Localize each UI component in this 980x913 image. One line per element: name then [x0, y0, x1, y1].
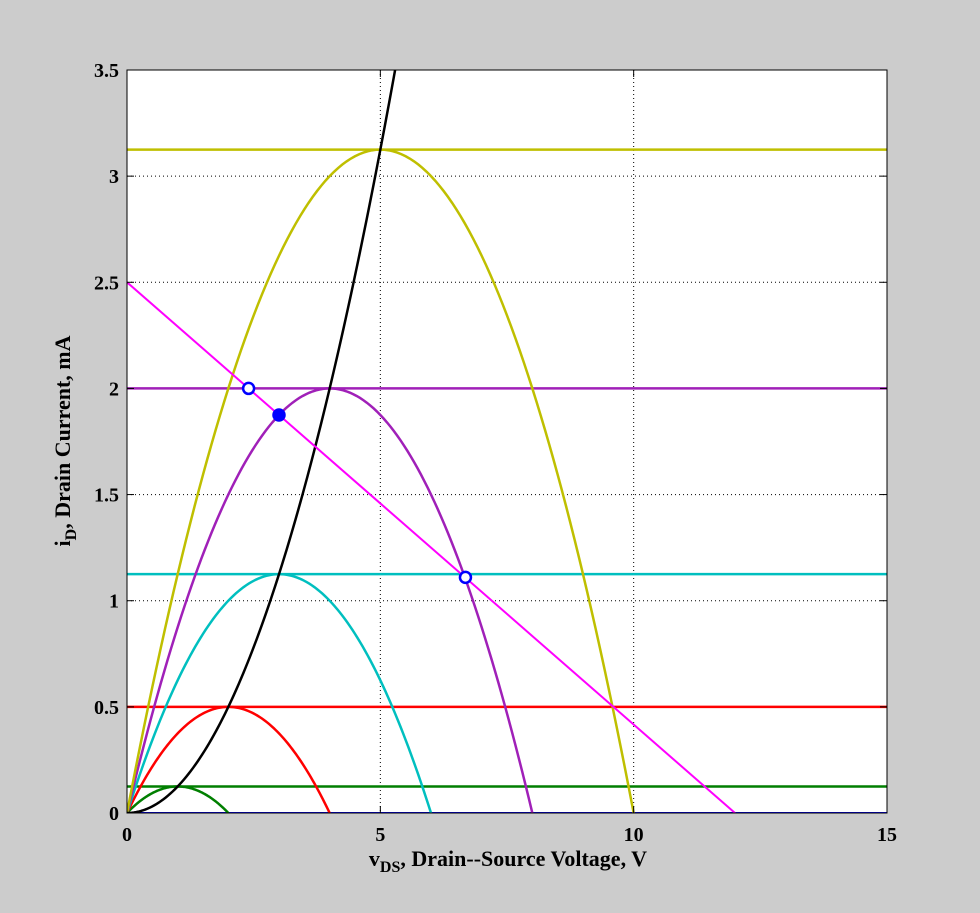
load-line [127, 281, 736, 813]
q-point-marker [272, 408, 286, 422]
y-tick-label: 1.5 [94, 485, 119, 507]
x-tick-label: 0 [122, 824, 132, 846]
y-tick-label: 2.5 [94, 272, 119, 294]
y-tick-label: 0 [109, 803, 119, 825]
plot-frame [126, 69, 888, 814]
saturation-boundary [127, 70, 397, 813]
y-tick-label: 3.5 [94, 60, 119, 82]
y-tick-label: 3 [109, 166, 119, 188]
y-tick-label: 0.5 [94, 697, 119, 719]
tick-labels: 0 5 10 15 0 0.5 1 1.5 2 2.5 3 3.5 [94, 60, 897, 846]
tick-marks [126, 69, 888, 814]
y-tick-label: 1 [109, 591, 119, 613]
markers-group [241, 381, 473, 585]
plot-area [127, 70, 887, 813]
y-axis-label: iD, Drain Current, mA [50, 335, 80, 546]
x-tick-label: 10 [624, 824, 644, 846]
x-axis-label: vDS, Drain--Source Voltage, V [369, 846, 647, 876]
x-tick-label: 5 [375, 824, 385, 846]
x-tick-label: 15 [877, 824, 897, 846]
y-tick-label: 2 [109, 378, 119, 400]
intersection-marker [458, 570, 473, 585]
intersection-marker [241, 381, 256, 396]
series-group [127, 70, 887, 813]
